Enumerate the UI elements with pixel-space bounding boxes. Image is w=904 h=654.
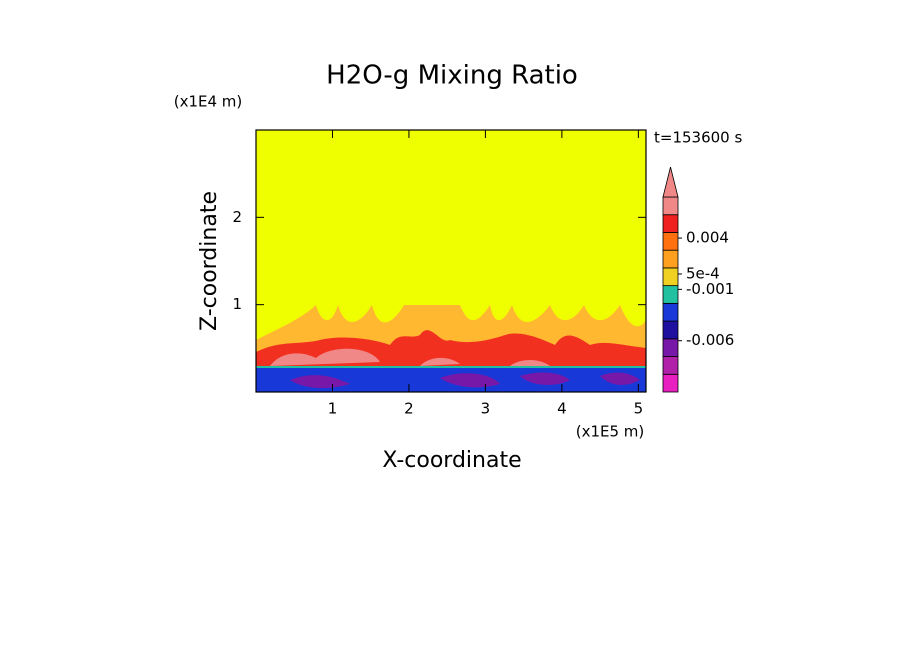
x-unit: (x1E5 m) <box>576 423 645 441</box>
y-tick-label: 1 <box>232 295 242 313</box>
x-tick-label: 5 <box>634 400 644 418</box>
colorbar-tick-label: 0.004 <box>686 229 729 247</box>
x-tick-label: 1 <box>328 400 338 418</box>
time-label: t=153600 s <box>654 129 742 147</box>
plot-frame <box>255 129 647 393</box>
colorbar-bin <box>662 196 679 216</box>
colorbar-extension <box>662 166 679 198</box>
colorbar-tick-label: 5e-4 <box>686 264 720 282</box>
colorbar-bin <box>662 267 679 287</box>
chart-title: H2O-g Mixing Ratio <box>326 61 578 91</box>
y-axis-label: Z-coordinate <box>197 191 222 331</box>
x-tick-label: 2 <box>404 400 414 418</box>
x-tick-label: 3 <box>481 400 491 418</box>
colorbar-bin <box>662 356 679 375</box>
colorbar-tick-label: -0.001 <box>686 280 734 298</box>
colorbar-tick-label: -0.006 <box>686 331 734 349</box>
contour-field <box>256 130 646 392</box>
colorbar-bin <box>662 320 679 340</box>
y-unit: (x1E4 m) <box>174 93 243 111</box>
x-axis-label: X-coordinate <box>382 448 521 473</box>
x-tick-label: 4 <box>557 400 567 418</box>
colorbar-bin <box>662 214 679 233</box>
colorbar-bin <box>662 249 679 269</box>
colorbar-bin <box>662 232 679 251</box>
colorbar-bin <box>662 302 679 322</box>
y-tick-label: 2 <box>232 208 242 226</box>
colorbar-bin <box>662 285 679 304</box>
colorbar-bin <box>662 338 679 357</box>
colorbar-bin <box>662 373 679 393</box>
